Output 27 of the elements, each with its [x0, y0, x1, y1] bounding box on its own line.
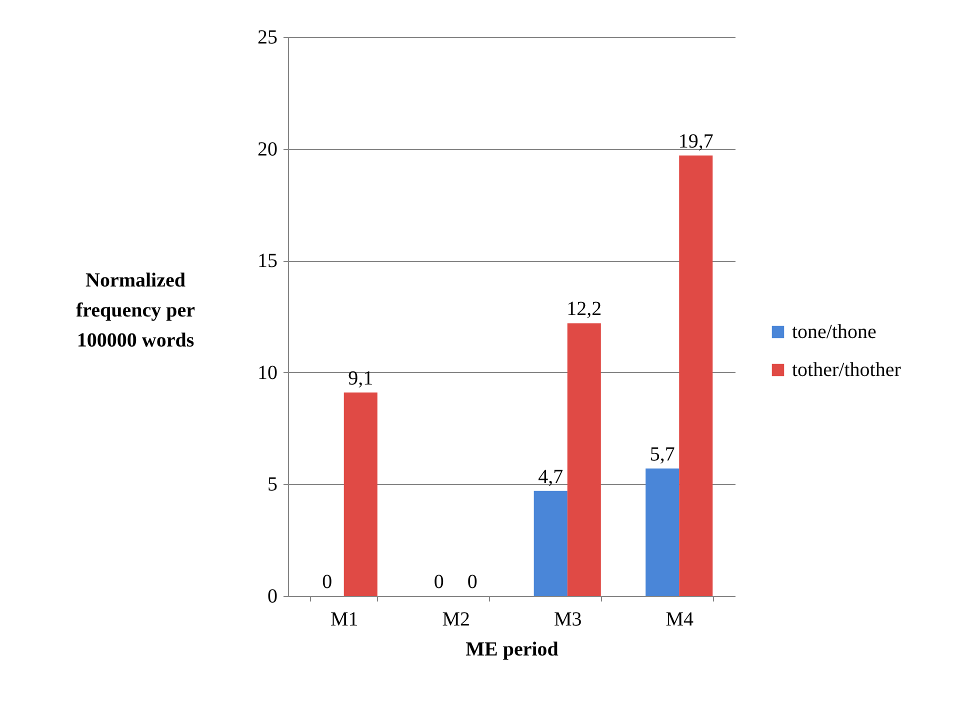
- y-tick-label: 0: [268, 586, 278, 608]
- bar: [344, 392, 378, 596]
- data-label: 9,1: [348, 368, 374, 390]
- x-tick-label: M1: [330, 608, 358, 630]
- x-axis-title: ME period: [466, 638, 558, 660]
- y-axis-title: Normalized frequency per 100000 words: [76, 270, 196, 352]
- y-tick-label: 25: [258, 26, 278, 48]
- data-label: 0: [467, 571, 478, 593]
- data-label: 4,7: [538, 466, 564, 488]
- legend-label: tone/thone: [792, 321, 877, 343]
- data-label: 0: [322, 571, 332, 593]
- y-tick-label: 10: [258, 362, 278, 384]
- data-label: 19,7: [678, 130, 714, 153]
- data-label: 5,7: [650, 444, 675, 466]
- bar: [534, 490, 568, 596]
- bar: [646, 468, 680, 596]
- bar: [679, 156, 713, 596]
- data-label: 0: [434, 571, 444, 593]
- y-tick-label: 20: [258, 138, 278, 160]
- bar: [567, 323, 601, 596]
- y-tick-label: 15: [258, 250, 278, 272]
- x-tick-label: M4: [666, 608, 694, 630]
- x-tick-label: M2: [442, 608, 470, 630]
- y-tick-label: 5: [268, 474, 278, 496]
- legend-label: tother/thother: [792, 359, 902, 381]
- data-label: 12,2: [566, 298, 602, 320]
- x-tick-label: M3: [554, 608, 582, 630]
